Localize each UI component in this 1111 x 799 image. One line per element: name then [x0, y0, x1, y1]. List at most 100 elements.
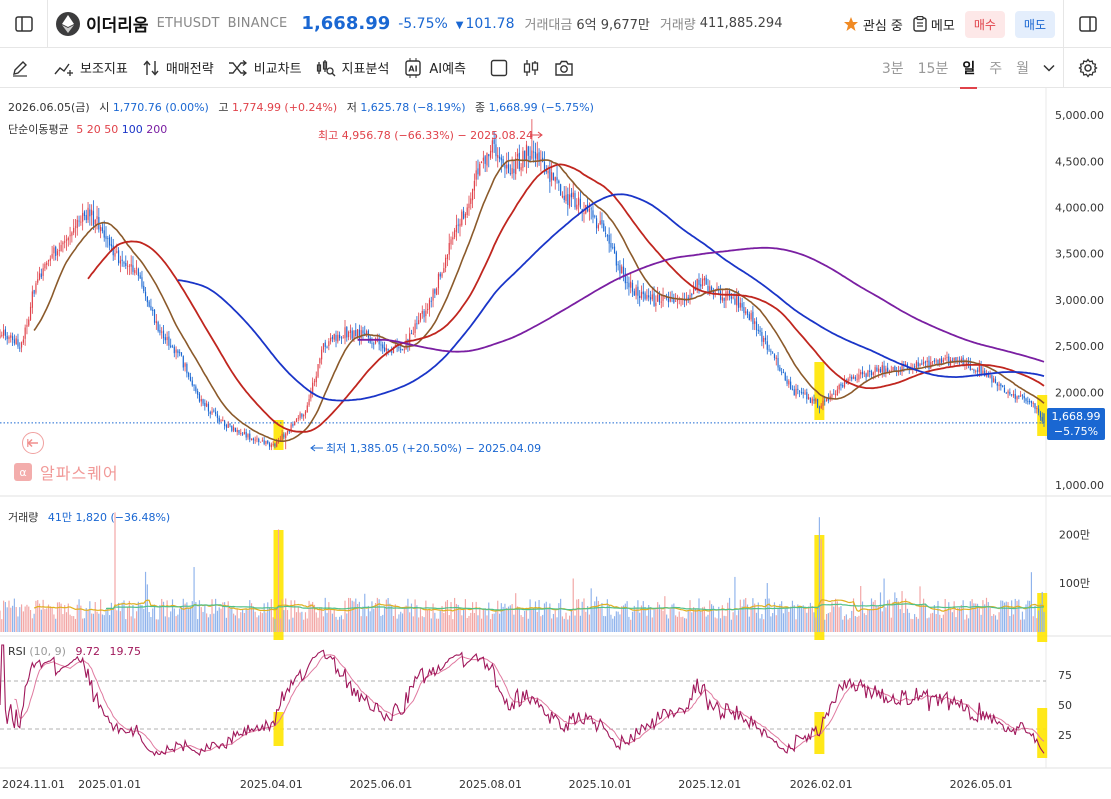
volume-bar [662, 610, 664, 632]
candle-body [238, 430, 240, 434]
volume-bar [303, 619, 305, 632]
volume-bar [702, 607, 704, 632]
candle-body [110, 244, 112, 247]
volume-bar [96, 611, 98, 632]
candle-body [1011, 394, 1013, 396]
volume-bar [849, 617, 851, 632]
volume-bar [660, 608, 662, 632]
memo-button[interactable]: 메모 [913, 15, 955, 34]
volume-bar [624, 603, 626, 632]
candle-body [374, 338, 377, 344]
candle-body [89, 209, 91, 217]
candle-body [342, 337, 344, 339]
trade-value-label: 거래대금 [524, 18, 573, 33]
panel-left-icon [14, 15, 33, 32]
candle-body [709, 286, 711, 294]
rsi-legend-label: RSI [8, 645, 26, 658]
volume-bar [245, 608, 247, 632]
high-label: 고 [218, 101, 229, 114]
right-panel-toggle-button[interactable] [1063, 0, 1111, 48]
buy-button[interactable]: 매수 [964, 10, 1005, 38]
volume-bar [319, 607, 321, 632]
volume-bar [746, 604, 749, 632]
candle-body [73, 227, 75, 233]
ma-legend[interactable]: 단순이동평균 5 20 50 100 200 [8, 121, 167, 137]
volume-bar [486, 615, 488, 632]
candle-body [506, 164, 508, 169]
volume-bar [587, 606, 589, 632]
candle-type-button[interactable] [522, 59, 540, 77]
timeframe-3m[interactable]: 3분 [881, 61, 904, 77]
candle-body [547, 170, 549, 174]
candle-body [186, 363, 188, 374]
volume-bar [416, 605, 418, 632]
volume-bar [888, 599, 891, 632]
volume-bar [321, 607, 323, 632]
candle-body [874, 367, 876, 373]
last-price-tag: 1,668.99 −5.75% [1047, 408, 1105, 440]
sidebar-toggle-button[interactable] [0, 0, 48, 48]
candle-body [144, 291, 147, 297]
volume-bar [317, 617, 319, 632]
timeframe-week[interactable]: 주 [989, 61, 1003, 77]
volume-bar [238, 618, 240, 632]
timeframe-month[interactable]: 월 [1016, 61, 1029, 77]
timeframe-day[interactable]: 일 [960, 58, 978, 89]
candle-body [914, 366, 916, 368]
volume-bar [901, 591, 903, 632]
down-triangle-icon: ▼ [455, 19, 464, 31]
volume-bar [565, 612, 567, 632]
ai-forecast-button[interactable]: AI AI예측 [403, 57, 466, 78]
timeframe-15m[interactable]: 15분 [917, 61, 949, 77]
volume-bar [193, 567, 195, 632]
screenshot-button[interactable] [554, 59, 574, 77]
volume-bar [1007, 602, 1009, 632]
volume-bar [166, 600, 168, 632]
price-chart[interactable]: 5,000.00 4,500.00 4,000.00 3,500.00 3,000.00… [0, 88, 1111, 799]
volume-bar [463, 608, 465, 632]
candle-body [817, 398, 819, 408]
volume-bar [159, 604, 161, 632]
candle-body [297, 417, 299, 419]
candle-body [951, 360, 953, 362]
candle-body [646, 295, 648, 299]
volume-bar [615, 611, 617, 632]
candle-body [1, 334, 3, 336]
volume-bar [804, 606, 806, 632]
candle-body [806, 392, 808, 400]
candle-body [1021, 394, 1024, 396]
volume-bar [752, 598, 754, 632]
drawing-tool-button[interactable] [0, 48, 40, 88]
volume-bar [8, 600, 10, 632]
candle-body [215, 411, 217, 415]
volume-bar [671, 604, 673, 632]
rsi-lines [0, 644, 1045, 757]
compare-menu-button[interactable]: 비교차트 [228, 58, 302, 77]
volume-bar [211, 599, 213, 632]
volume-bar [207, 617, 210, 632]
candle-body [1007, 391, 1009, 394]
go-back-button[interactable] [22, 432, 44, 454]
volume-bar [40, 609, 42, 632]
watchlist-button[interactable]: 관심 중 [843, 15, 903, 34]
candle-body [802, 392, 804, 394]
candle-body [851, 376, 853, 380]
candle-body [155, 321, 157, 324]
strategy-menu-button[interactable]: 매매전략 [142, 58, 214, 77]
volume-bar [37, 600, 39, 632]
volume-bar [6, 607, 8, 632]
volume-bar [362, 606, 364, 632]
chart-type-box-button[interactable] [490, 59, 508, 77]
analysis-menu-button[interactable]: 지표분석 [316, 58, 389, 77]
pair-symbol: ETHUSDT [156, 16, 220, 31]
volume-bar [306, 618, 308, 632]
volume-bar [479, 607, 481, 632]
indicator-menu-button[interactable]: 보조지표 [54, 58, 128, 77]
candle-body [339, 334, 341, 339]
settings-button[interactable] [1063, 48, 1111, 88]
volume-bar [522, 616, 524, 632]
sell-button[interactable]: 매도 [1014, 10, 1055, 38]
timeframe-more-button[interactable] [1043, 60, 1055, 76]
candle-body [250, 438, 253, 441]
candle-body [728, 290, 731, 297]
